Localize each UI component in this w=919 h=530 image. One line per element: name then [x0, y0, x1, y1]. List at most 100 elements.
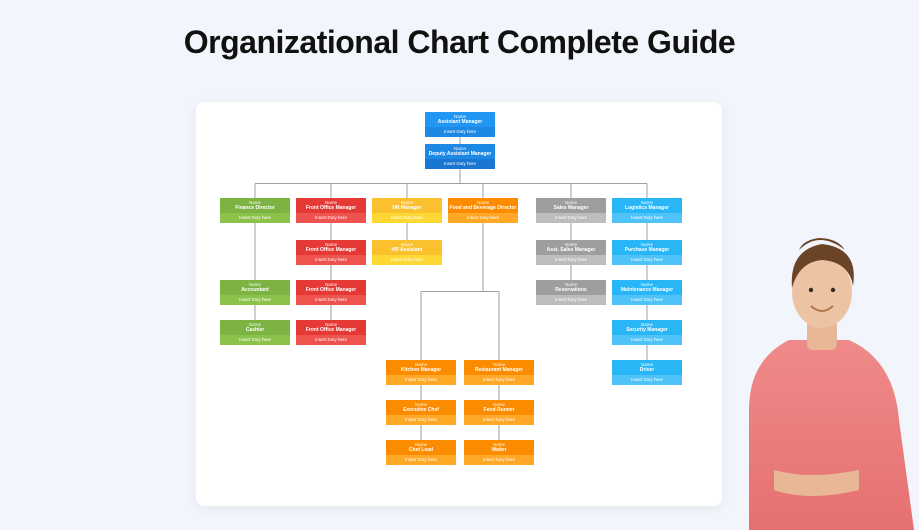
- node-header: NameAssistant Manager: [425, 112, 495, 127]
- node-role: Chef Lead: [387, 447, 455, 453]
- node-role: Food Runner: [465, 407, 533, 413]
- node-accountant: NameAccountantInsert Duty here: [220, 280, 290, 305]
- node-duty: Insert Duty here: [296, 255, 366, 264]
- node-role: Assistant Manager: [426, 119, 494, 125]
- node-duty: Insert Duty here: [220, 295, 290, 304]
- node-purchase-manager: NamePurchase ManagerInsert Duty here: [612, 240, 682, 265]
- node-name-label: Name: [221, 282, 289, 287]
- node-header: NameFront Office Manager: [296, 240, 366, 255]
- node-duty: Insert Duty here: [612, 295, 682, 304]
- org-chart: NameAssistant ManagerInsert Duty hereNam…: [196, 102, 722, 506]
- node-food-runner: NameFood RunnerInsert Duty here: [464, 400, 534, 425]
- node-duty: Insert Duty here: [386, 455, 456, 464]
- node-header: NameRestaurant Manager: [464, 360, 534, 375]
- node-name-label: Name: [449, 200, 517, 205]
- node-role: Security Manager: [613, 327, 681, 333]
- node-header: NameFront Office Manager: [296, 320, 366, 335]
- node-header: NameAsst. Sales Manager: [536, 240, 606, 255]
- node-name-label: Name: [387, 362, 455, 367]
- node-duty: Insert Duty here: [296, 213, 366, 222]
- node-name-label: Name: [297, 200, 365, 205]
- node-header: NameDriver: [612, 360, 682, 375]
- node-header: NameAccountant: [220, 280, 290, 295]
- node-header: NameReservations: [536, 280, 606, 295]
- node-role: Front Office Manager: [297, 205, 365, 211]
- node-duty: Insert Duty here: [448, 213, 518, 222]
- chart-card: NameAssistant ManagerInsert Duty hereNam…: [196, 102, 722, 506]
- node-role: Driver: [613, 367, 681, 373]
- node-maintenance-mgr: NameMaintenance ManagerInsert Duty here: [612, 280, 682, 305]
- node-name-label: Name: [221, 200, 289, 205]
- node-header: NameLogistics Manager: [612, 198, 682, 213]
- node-header: NameHR Assistant: [372, 240, 442, 255]
- node-duty: Insert Duty here: [220, 335, 290, 344]
- node-duty: Insert Duty here: [372, 213, 442, 222]
- node-role: Purchase Manager: [613, 247, 681, 253]
- node-role: Accountant: [221, 287, 289, 293]
- node-role: Food and Beverage Director: [449, 205, 517, 211]
- node-duty: Insert Duty here: [612, 375, 682, 384]
- node-duty: Insert Duty here: [536, 255, 606, 264]
- node-duty: Insert Duty here: [536, 295, 606, 304]
- node-name-label: Name: [613, 200, 681, 205]
- node-header: NameExecutive Chef: [386, 400, 456, 415]
- node-duty: Insert Duty here: [464, 415, 534, 424]
- node-cashier: NameCashierInsert Duty here: [220, 320, 290, 345]
- node-finance-director: NameFinance DirectorInsert Duty here: [220, 198, 290, 223]
- node-name-label: Name: [613, 362, 681, 367]
- node-header: NameChef Lead: [386, 440, 456, 455]
- node-role: Front Office Manager: [297, 247, 365, 253]
- node-role: Finance Director: [221, 205, 289, 211]
- node-executive-chef: NameExecutive ChefInsert Duty here: [386, 400, 456, 425]
- node-name-label: Name: [537, 242, 605, 247]
- node-name-label: Name: [537, 282, 605, 287]
- node-name-label: Name: [387, 442, 455, 447]
- node-name-label: Name: [297, 282, 365, 287]
- node-header: NameSecurity Manager: [612, 320, 682, 335]
- node-name-label: Name: [426, 146, 494, 151]
- node-role: Front Office Manager: [297, 287, 365, 293]
- node-header: NameFinance Director: [220, 198, 290, 213]
- node-duty: Insert Duty here: [464, 375, 534, 384]
- node-duty: Insert Duty here: [296, 295, 366, 304]
- person-photo: [719, 220, 919, 530]
- node-duty: Insert Duty here: [296, 335, 366, 344]
- node-role: Cashier: [221, 327, 289, 333]
- node-front-office-4: NameFront Office ManagerInsert Duty here: [296, 320, 366, 345]
- node-role: HR Manager: [373, 205, 441, 211]
- node-role: HR Assistant: [373, 247, 441, 253]
- node-role: Restaurant Manager: [465, 367, 533, 373]
- node-header: NameCashier: [220, 320, 290, 335]
- node-role: Reservations: [537, 287, 605, 293]
- node-duty: Insert Duty here: [425, 127, 495, 136]
- node-header: NameFood and Beverage Director: [448, 198, 518, 213]
- node-duty: Insert Duty here: [386, 415, 456, 424]
- node-front-office-1: NameFront Office ManagerInsert Duty here: [296, 198, 366, 223]
- node-header: NameFront Office Manager: [296, 280, 366, 295]
- node-duty: Insert Duty here: [464, 455, 534, 464]
- node-front-office-3: NameFront Office ManagerInsert Duty here: [296, 280, 366, 305]
- node-header: NameWaiter: [464, 440, 534, 455]
- node-name-label: Name: [465, 362, 533, 367]
- node-security-manager: NameSecurity ManagerInsert Duty here: [612, 320, 682, 345]
- node-header: NamePurchase Manager: [612, 240, 682, 255]
- node-role: Logistics Manager: [613, 205, 681, 211]
- node-fnb-director: NameFood and Beverage DirectorInsert Dut…: [448, 198, 518, 223]
- node-deputy-assistant: NameDeputy Assistant ManagerInsert Duty …: [425, 144, 495, 169]
- node-duty: Insert Duty here: [612, 213, 682, 222]
- node-header: NameFront Office Manager: [296, 198, 366, 213]
- node-header: NameKitchen Manager: [386, 360, 456, 375]
- node-restaurant-manager: NameRestaurant ManagerInsert Duty here: [464, 360, 534, 385]
- node-logistics-manager: NameLogistics ManagerInsert Duty here: [612, 198, 682, 223]
- node-hr-assistant: NameHR AssistantInsert Duty here: [372, 240, 442, 265]
- node-name-label: Name: [387, 402, 455, 407]
- node-header: NameMaintenance Manager: [612, 280, 682, 295]
- node-role: Deputy Assistant Manager: [426, 151, 494, 157]
- node-role: Maintenance Manager: [613, 287, 681, 293]
- node-role: Front Office Manager: [297, 327, 365, 333]
- node-duty: Insert Duty here: [612, 255, 682, 264]
- node-name-label: Name: [373, 242, 441, 247]
- node-role: Asst. Sales Manager: [537, 247, 605, 253]
- node-duty: Insert Duty here: [386, 375, 456, 384]
- node-duty: Insert Duty here: [536, 213, 606, 222]
